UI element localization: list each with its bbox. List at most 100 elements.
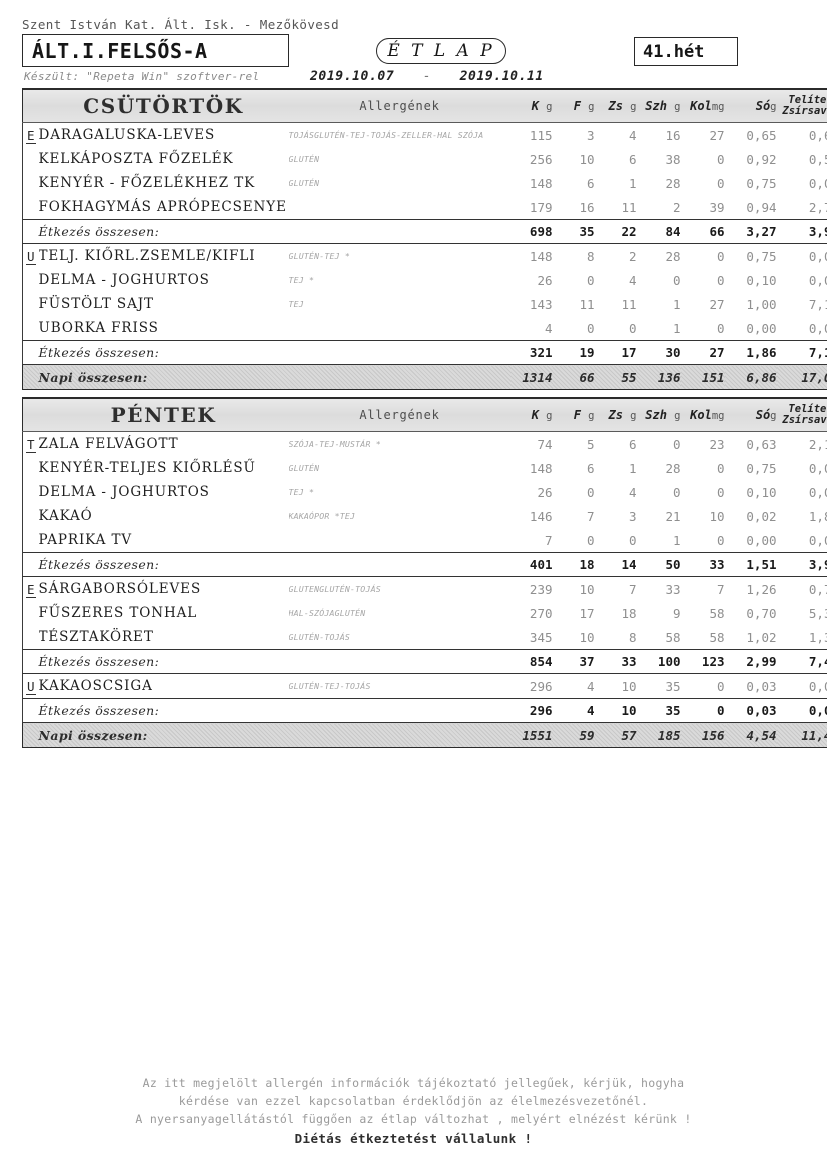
nutrient-value: 35 [665,678,681,694]
day-total-value: 57 [594,722,637,748]
dish-name: DARAGALUSKA-LEVES [38,127,216,143]
nutrient-value: 27 [709,127,725,143]
nutrient-value: 239 [529,581,553,597]
nutrient-value: 0 [672,272,681,288]
meal-total-value: 22 [594,219,637,244]
table-row: KENYÉR - FŐZELÉKHEZ TK GLUTÉN 148 6 1 28 0 0,75… [22,171,827,195]
meal-total-value: 17 [594,340,637,365]
meal-type-mark [22,625,39,650]
dish-allergens: GLUTENGLUTÉN-TOJÁS [288,584,381,594]
nutrient-value: 27 [709,296,725,312]
nutrient-value: 1 [628,175,637,191]
nutrient-value: 3 [586,127,595,143]
meal-total-value: 35 [552,219,595,244]
nutrient-value: 26 [537,272,553,288]
dish-name: FÜSTÖLT SAJT [38,296,154,312]
day-total-value: 151 [680,364,725,390]
nutrient-value: 0 [628,532,637,548]
nutrient-value: 23 [709,436,725,452]
meal-total-value: 296 [510,698,553,723]
nutrient-value: 3 [628,508,637,524]
nutrient-value: 8 [586,248,595,264]
dish-name: DELMA - JOGHURTOS [38,272,210,288]
nutrient-value: 148 [529,248,553,264]
day-total-value: 6,86 [724,364,777,390]
day-total-value: 66 [552,364,595,390]
nutrient-value: 0,75 [746,460,777,476]
nutrient-value: 0,94 [746,199,777,215]
fat-column-header: Zs g [594,88,637,123]
dish-name: DELMA - JOGHURTOS [38,484,210,500]
nutrient-value: 7 [586,508,595,524]
dish-allergens: TEJ [288,299,304,309]
nutrient-value: 0 [716,484,725,500]
dish-name: KAKAOSCSIGA [38,678,153,694]
day-total-label: Napi összesen: [38,722,511,748]
nutrient-value: 9 [672,605,681,621]
meal-total-value: 0,03 [724,698,777,723]
date-to: 2019.10.11 [459,69,544,84]
table-row: PAPRIKA TV 7 0 0 1 0 0,000,00 [22,528,827,553]
day-total-value: 17,09 [776,364,827,390]
nutrient-value: 115 [529,127,553,143]
nutrient-value: 5,36 [776,601,827,625]
table-row: KAKAÓ KAKAÓPOR *TEJ 146 7 3 21 10 0,021,81 [22,504,827,528]
meal-total-value: 0,00 [776,698,827,723]
nutrient-value: 0 [716,272,725,288]
nutrient-value: 11 [579,296,595,312]
date-from: 2019.10.07 [310,69,395,84]
footer-line-2: kérdése van ezzel kapcsolatban érdeklődj… [178,1094,649,1108]
day-total-value: 11,43 [776,722,827,748]
table-row: T ZALA FELVÁGOTT SZÓJA-TEJ-MUSTÁR * 74 5 6 0 23… [22,431,827,456]
nutrient-value: 10 [579,581,595,597]
nutrient-value: 16 [665,127,681,143]
dish-allergens: GLUTÉN-TOJÁS [288,632,351,642]
meal-total-label: Étkezés összesen: [38,698,511,723]
table-row: U TELJ. KIŐRL.ZSEMLE/KIFLI GLUTÉN-TEJ * 148… [22,243,827,268]
nutrient-value: 10 [709,508,725,524]
nutrient-value: 0,00 [776,316,827,341]
day-total-value: 55 [594,364,637,390]
meal-total-value: 50 [636,552,681,577]
footer-line-4: Diétás étkeztetést vállalunk ! [294,1131,533,1146]
nutrient-value: 33 [665,581,681,597]
dish-allergens: HAL-SZÓJAGLUTÉN [288,608,366,618]
nutrient-value: 0,65 [746,127,777,143]
day-name: CSÜTÖRTÖK [38,88,289,123]
dish-name: KENYÉR-TELJES KIŐRLÉSŰ [38,460,256,476]
document-title-box: É T L A P [376,38,506,64]
nutrient-value: 179 [529,199,553,215]
day-total-label: Napi összesen: [38,364,511,390]
nutrient-value: 0,00 [746,320,777,336]
meal-total-value: 698 [510,219,553,244]
nutrient-value: 28 [665,248,681,264]
meal-type-mark [22,504,39,528]
nutrient-value: 2,18 [776,431,827,456]
day-name: PÉNTEK [38,397,289,432]
meal-total-value: 37 [552,649,595,674]
nutrient-value: 4 [628,272,637,288]
salt-column-header: Sóg [724,397,777,432]
dish-allergens: KAKAÓPOR *TEJ [288,511,356,521]
nutrient-value: 0 [586,532,595,548]
table-row: KENYÉR-TELJES KIŐRLÉSŰ GLUTÉN 148 6 1 28 0 0,75… [22,456,827,480]
meal-total-value: 7,16 [776,340,827,365]
meal-type-mark [22,601,39,625]
nutrient-value: 0 [716,248,725,264]
nutrient-value: 6 [586,460,595,476]
meal-total-value: 66 [680,219,725,244]
nutrient-value: 10 [579,151,595,167]
meal-total-label: Étkezés összesen: [38,219,511,244]
saturated-fat-column-header: TelítettZsírsav g [776,397,827,432]
table-row: UBORKA FRISS 4 0 0 1 0 0,000,00 [22,316,827,341]
nutrient-value: 2 [628,248,637,264]
footer-notes: Az itt megjelölt allergén információk tá… [0,1074,827,1148]
cholesterol-column-header: Kolmg [680,88,725,123]
nutrient-value: 0,02 [746,508,777,524]
dish-name: KENYÉR - FŐZELÉKHEZ TK [38,175,256,191]
nutrient-value: 345 [529,629,553,645]
nutrient-value: 0,00 [776,528,827,553]
dish-name: UBORKA FRISS [38,320,159,336]
